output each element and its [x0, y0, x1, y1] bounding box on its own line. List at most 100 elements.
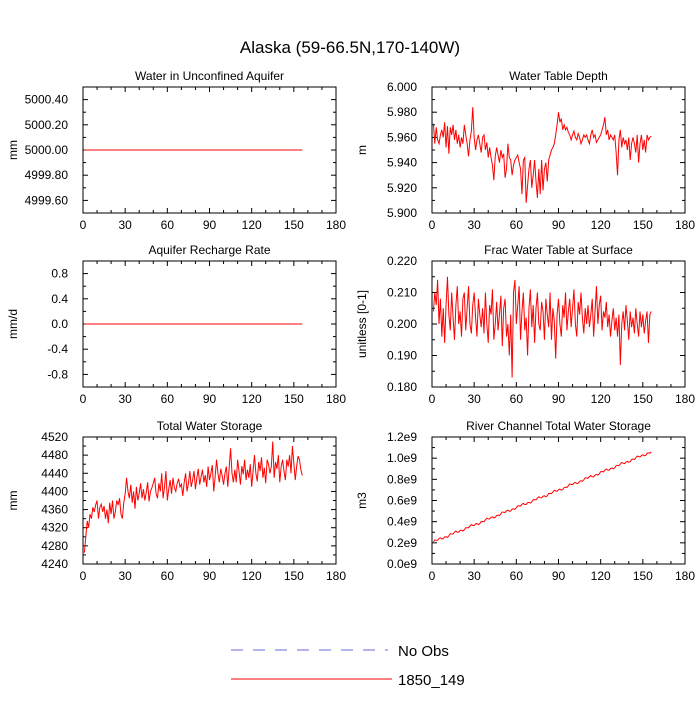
- x-tick-label: 180: [675, 392, 695, 406]
- y-tick-label: 0.200: [387, 317, 417, 331]
- y-tick-label: 4999.80: [25, 168, 69, 182]
- x-tick-label: 180: [326, 392, 346, 406]
- panel-aquifer-recharge-rate: Aquifer Recharge Rate mm/d 0 30 60 90 120 150 18…: [6, 243, 346, 406]
- x-tick-label: 30: [118, 569, 132, 583]
- x-tick-label: 60: [161, 569, 175, 583]
- y-tick-label: 0.2e9: [387, 536, 417, 550]
- y-tick-label: 5.920: [387, 181, 417, 195]
- panel-title: Water in Unconfined Aquifer: [135, 69, 284, 83]
- y-tick-label: 1.2e9: [387, 430, 417, 444]
- x-tick-label: 90: [203, 569, 217, 583]
- panel-title: Total Water Storage: [157, 419, 263, 433]
- x-tick-label: 90: [552, 392, 566, 406]
- y-tick-label: 4320: [41, 521, 68, 535]
- series-line-1850-149: [432, 276, 652, 378]
- x-tick-label: 150: [284, 569, 304, 583]
- panel-title: Water Table Depth: [509, 69, 608, 83]
- x-tick-label: 120: [591, 392, 611, 406]
- y-axis-label: mm: [6, 491, 20, 511]
- x-tick-label: 90: [203, 392, 217, 406]
- y-tick-label: 4999.60: [25, 193, 69, 207]
- y-tick-label: -0.4: [47, 342, 68, 356]
- y-tick-label: 0.4: [51, 292, 68, 306]
- y-axis-label: m3: [355, 492, 369, 509]
- panel-title: Frac Water Table at Surface: [484, 243, 633, 257]
- y-tick-label: 4520: [41, 430, 68, 444]
- panel-title: Aquifer Recharge Rate: [148, 243, 270, 257]
- x-tick-label: 0: [429, 218, 436, 232]
- y-axis-label: unitless [0-1]: [355, 290, 369, 358]
- legend: No Obs 1850_149: [231, 643, 465, 689]
- y-tick-label: 0.180: [387, 380, 417, 394]
- x-tick-label: 120: [242, 569, 262, 583]
- y-axis-label: mm/d: [6, 309, 20, 339]
- x-tick-label: 60: [510, 218, 524, 232]
- x-tick-label: 60: [161, 392, 175, 406]
- y-tick-label: 0.0e9: [387, 557, 417, 571]
- y-tick-label: 5000.00: [25, 143, 69, 157]
- y-tick-label: 6.000: [387, 80, 417, 94]
- panel-total-water-storage: Total Water Storage mm 0 30 60 90 120 150 180 424…: [6, 419, 346, 583]
- legend-label-no-obs: No Obs: [398, 643, 449, 660]
- x-tick-label: 120: [591, 218, 611, 232]
- y-tick-label: 5000.20: [25, 118, 69, 132]
- series-line-1850-149: [432, 107, 652, 203]
- x-tick-label: 150: [284, 218, 304, 232]
- x-tick-label: 60: [510, 569, 524, 583]
- x-tick-label: 0: [429, 569, 436, 583]
- x-tick-label: 30: [118, 218, 132, 232]
- y-tick-label: 0.0: [51, 317, 68, 331]
- y-tick-label: 0.220: [387, 254, 417, 268]
- y-tick-label: 4240: [41, 557, 68, 571]
- y-tick-label: 5.960: [387, 130, 417, 144]
- x-tick-label: 150: [284, 392, 304, 406]
- x-tick-label: 180: [326, 569, 346, 583]
- y-tick-label: -0.8: [47, 367, 68, 381]
- y-tick-label: 0.190: [387, 349, 417, 363]
- y-tick-label: 4400: [41, 484, 68, 498]
- plot-frame: [431, 436, 686, 565]
- x-tick-label: 0: [80, 392, 87, 406]
- plot-frame: [431, 86, 686, 214]
- x-tick-label: 180: [326, 218, 346, 232]
- y-tick-label: 1.0e9: [387, 451, 417, 465]
- x-tick-label: 60: [161, 218, 175, 232]
- series-line-1850-149: [83, 441, 303, 553]
- x-tick-label: 30: [467, 218, 481, 232]
- x-tick-label: 150: [633, 218, 653, 232]
- figure-title: Alaska (59-66.5N,170-140W): [240, 38, 460, 57]
- x-tick-label: 180: [675, 569, 695, 583]
- x-tick-label: 180: [675, 218, 695, 232]
- x-tick-label: 0: [80, 218, 87, 232]
- x-tick-label: 0: [429, 392, 436, 406]
- x-tick-label: 30: [118, 392, 132, 406]
- panel-title: River Channel Total Water Storage: [466, 419, 651, 433]
- x-tick-label: 90: [552, 218, 566, 232]
- x-tick-label: 120: [242, 392, 262, 406]
- legend-label-1850-149: 1850_149: [398, 672, 465, 689]
- x-tick-label: 0: [80, 569, 87, 583]
- panel-water-in-unconfined-aquifer: Water in Unconfined Aquifer mm 0 30 60 90 120 1…: [6, 69, 346, 232]
- y-tick-label: 0.6e9: [387, 494, 417, 508]
- y-axis-label: m: [355, 145, 369, 155]
- x-tick-label: 120: [591, 569, 611, 583]
- x-tick-label: 30: [467, 392, 481, 406]
- x-tick-label: 30: [467, 569, 481, 583]
- y-tick-label: 0.210: [387, 286, 417, 300]
- x-tick-label: 90: [203, 218, 217, 232]
- x-tick-label: 60: [510, 392, 524, 406]
- y-tick-label: 4440: [41, 466, 68, 480]
- panel-water-table-depth: Water Table Depth m 0 30 60 90 120 150 180 5.900 5…: [355, 69, 695, 232]
- y-tick-label: 5.980: [387, 105, 417, 119]
- x-tick-label: 150: [633, 392, 653, 406]
- x-tick-label: 90: [552, 569, 566, 583]
- y-tick-label: 4280: [41, 539, 68, 553]
- y-tick-label: 0.8e9: [387, 472, 417, 486]
- y-tick-label: 4480: [41, 448, 68, 462]
- y-tick-label: 5000.40: [25, 93, 69, 107]
- x-tick-label: 120: [242, 218, 262, 232]
- y-tick-label: 0.8: [51, 267, 68, 281]
- y-tick-label: 4360: [41, 503, 68, 517]
- y-axis-label: mm: [6, 140, 20, 160]
